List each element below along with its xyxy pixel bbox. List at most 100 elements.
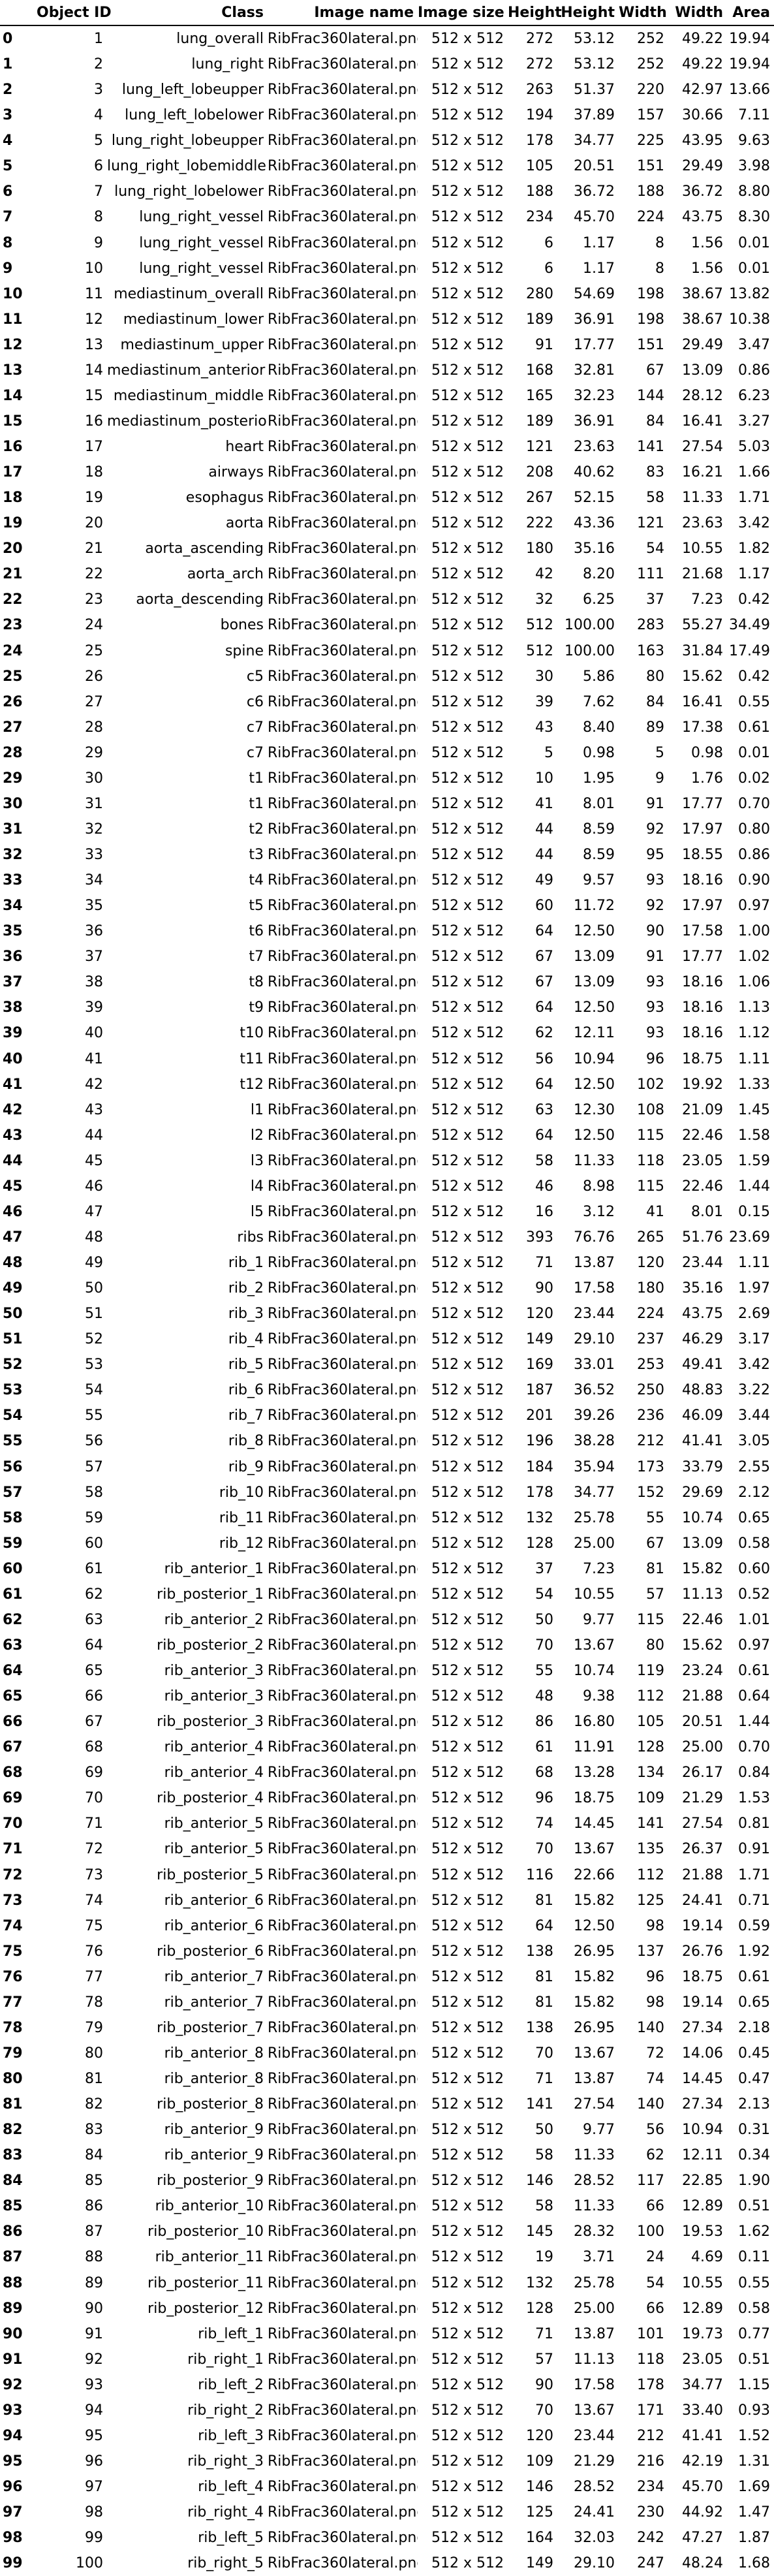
table-cell: RibFrac360lateral.png — [268, 1556, 418, 1582]
table-cell: 1.56 — [668, 255, 727, 281]
table-cell: RibFrac360lateral.png — [268, 1989, 418, 2015]
table-cell: RibFrac360lateral.png — [268, 995, 418, 1021]
row-index: 49 — [0, 1276, 37, 1302]
table-cell: 3.42 — [727, 510, 774, 537]
table-cell: 84 — [619, 689, 668, 715]
table-cell: RibFrac360lateral.png — [268, 689, 418, 715]
table-row: 98 99 rib_left_5 RibFrac360lateral.png 512 x… — [0, 2525, 774, 2551]
table-cell: RibFrac360lateral.png — [268, 612, 418, 638]
table-row: 45 46 l4 RibFrac360lateral.png 512 x 512 46 8.… — [0, 1173, 774, 1199]
row-index: 57 — [0, 1479, 37, 1505]
table-cell: 21.29 — [557, 2448, 619, 2474]
table-row: 14 15 mediastinum_middle RibFrac360lateral.… — [0, 383, 774, 409]
table-cell: RibFrac360lateral.png — [268, 1785, 418, 1812]
row-index: 14 — [0, 383, 37, 409]
table-cell: 35.94 — [557, 1454, 619, 1480]
row-index: 53 — [0, 1377, 37, 1404]
table-row: 86 87 rib_posterior_10 RibFrac360lateral.pn… — [0, 2219, 774, 2245]
row-index: 77 — [0, 1989, 37, 2015]
table-cell: 140 — [619, 2015, 668, 2041]
table-cell: 66 — [37, 1684, 107, 1710]
table-cell: 0.47 — [727, 2066, 774, 2092]
table-cell: rib_anterior_6 — [107, 1913, 268, 1939]
table-cell: 31.84 — [668, 638, 727, 664]
table-cell: 5.03 — [727, 434, 774, 460]
table-cell: 2.55 — [727, 1454, 774, 1480]
table-cell: 67 — [508, 969, 557, 996]
table-cell: RibFrac360lateral.png — [268, 1122, 418, 1148]
table-cell: lung_right_lobemiddle — [107, 153, 268, 180]
row-index: 80 — [0, 2066, 37, 2092]
table-cell: RibFrac360lateral.png — [268, 102, 418, 129]
table-cell: 37 — [508, 1556, 557, 1582]
table-cell: 57 — [508, 2346, 557, 2372]
table-cell: 23.44 — [557, 1301, 619, 1327]
table-cell: 1.71 — [727, 485, 774, 511]
table-cell: 252 — [619, 52, 668, 78]
table-cell: 1.59 — [727, 1148, 774, 1174]
row-index: 46 — [0, 1199, 37, 1225]
table-cell: 0.93 — [727, 2397, 774, 2423]
table-cell: aorta_ascending — [107, 536, 268, 562]
row-index: 88 — [0, 2270, 37, 2296]
table-cell: 56 — [37, 1428, 107, 1454]
table-cell: 18.75 — [557, 1785, 619, 1812]
table-row: 29 30 t1 RibFrac360lateral.png 512 x 512 10 1.… — [0, 765, 774, 791]
table-cell: 34.77 — [557, 1479, 619, 1505]
table-row: 7 8 lung_right_vessel RibFrac360lateral.png… — [0, 204, 774, 230]
table-cell: 180 — [619, 1276, 668, 1302]
table-row: 31 32 t2 RibFrac360lateral.png 512 x 512 44 8.… — [0, 816, 774, 842]
row-index: 42 — [0, 1097, 37, 1123]
row-index: 45 — [0, 1173, 37, 1199]
table-cell: 7.11 — [727, 102, 774, 129]
table-cell: 512 x 512 — [418, 1403, 508, 1429]
table-cell: 36.91 — [557, 306, 619, 332]
row-index: 64 — [0, 1658, 37, 1684]
table-cell: 12.11 — [668, 2143, 727, 2169]
table-cell: 53.12 — [557, 52, 619, 78]
table-row: 87 88 rib_anterior_11 RibFrac360lateral.png… — [0, 2244, 774, 2270]
table-cell: 54.69 — [557, 281, 619, 307]
table-cell: 32.23 — [557, 383, 619, 409]
row-index: 89 — [0, 2295, 37, 2321]
row-index: 71 — [0, 1836, 37, 1862]
table-cell: RibFrac360lateral.png — [268, 383, 418, 409]
table-cell: 0.98 — [557, 740, 619, 766]
table-cell: 512 x 512 — [418, 2168, 508, 2194]
table-cell: 280 — [508, 281, 557, 307]
row-index: 13 — [0, 357, 37, 383]
table-cell: RibFrac360lateral.png — [268, 1811, 418, 1837]
table-cell: 98 — [37, 2500, 107, 2526]
table-cell: RibFrac360lateral.png — [268, 2270, 418, 2296]
row-index: 34 — [0, 893, 37, 919]
table-cell: 51.76 — [668, 1224, 727, 1250]
table-cell: 115 — [619, 1122, 668, 1148]
table-cell: 82 — [37, 2092, 107, 2118]
row-index: 76 — [0, 1964, 37, 1990]
table-row: 39 40 t10 RibFrac360lateral.png 512 x 512 62 1… — [0, 1020, 774, 1046]
table-cell: 25.00 — [557, 2295, 619, 2321]
table-cell: 8 — [37, 204, 107, 230]
table-cell: 236 — [619, 1403, 668, 1429]
table-cell: RibFrac360lateral.png — [268, 2474, 418, 2500]
table-cell: RibFrac360lateral.png — [268, 1887, 418, 1913]
table-cell: 8.59 — [557, 842, 619, 868]
row-index: 98 — [0, 2525, 37, 2551]
table-row: 60 61 rib_anterior_1 RibFrac360lateral.png 5… — [0, 1556, 774, 1582]
table-cell: 8.20 — [557, 561, 619, 588]
table-row: 32 33 t3 RibFrac360lateral.png 512 x 512 44 8.… — [0, 842, 774, 868]
table-cell: 10 — [508, 765, 557, 791]
table-cell: 2.13 — [727, 2092, 774, 2118]
table-cell: RibFrac360lateral.png — [268, 1530, 418, 1556]
table-cell: 54 — [508, 1581, 557, 1607]
table-cell: 17.38 — [668, 714, 727, 740]
table-cell: 45 — [37, 1148, 107, 1174]
table-cell: 12.89 — [668, 2193, 727, 2220]
table-row: 84 85 rib_posterior_9 RibFrac360lateral.png… — [0, 2168, 774, 2194]
table-cell: 62 — [508, 1020, 557, 1046]
table-cell: 512 x 512 — [418, 1122, 508, 1148]
table-cell: t2 — [107, 816, 268, 842]
row-index: 47 — [0, 1224, 37, 1250]
table-cell: 180 — [508, 536, 557, 562]
table-cell: rib_posterior_10 — [107, 2219, 268, 2245]
